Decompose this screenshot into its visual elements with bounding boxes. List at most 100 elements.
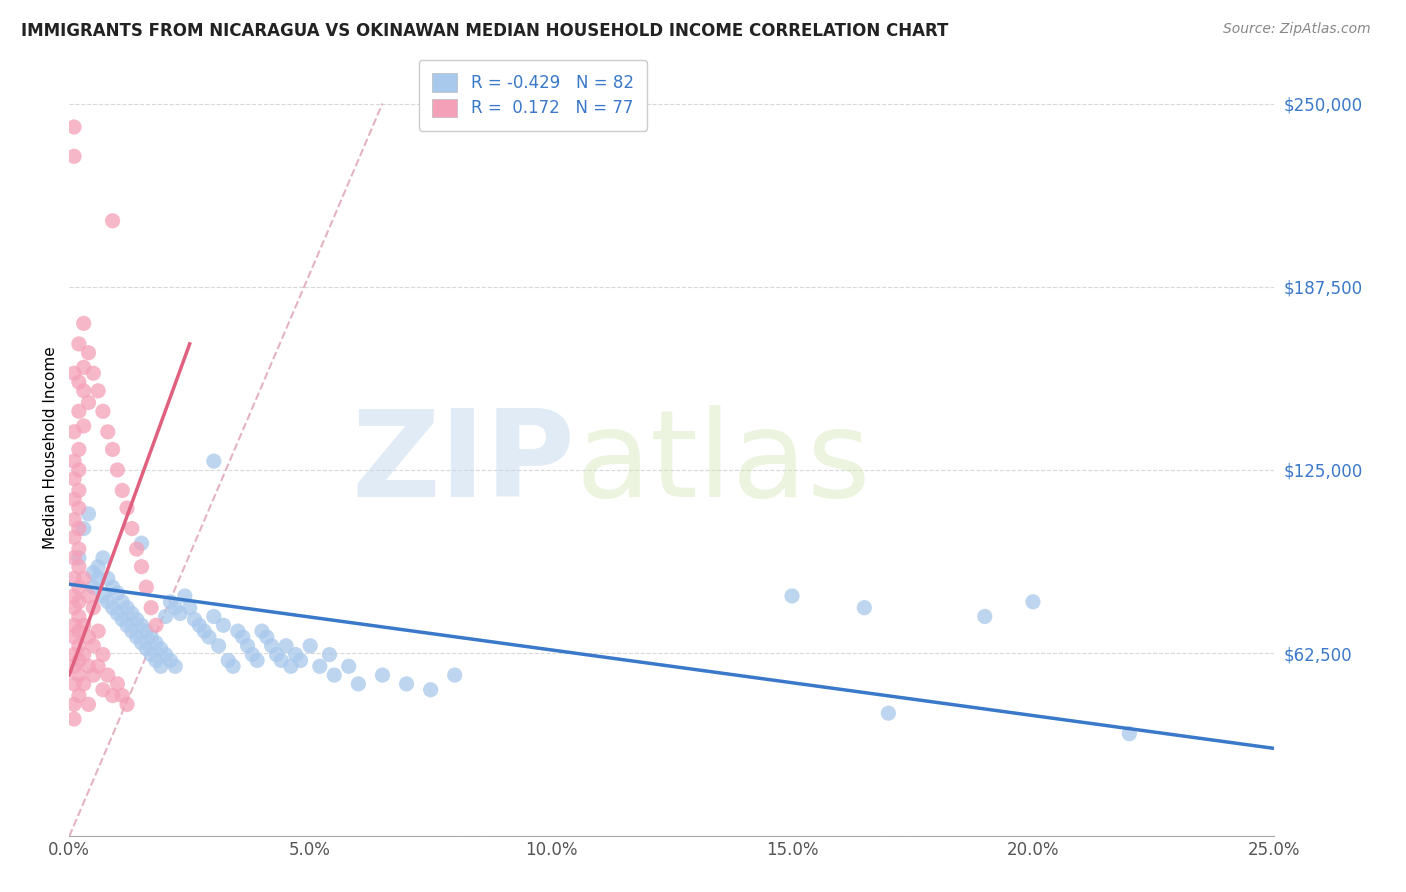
- Point: [131, 559, 153, 574]
- Point: [173, 589, 195, 603]
- Point: [270, 653, 292, 667]
- Point: [308, 659, 330, 673]
- Point: [63, 698, 86, 712]
- Point: [155, 648, 177, 662]
- Point: [63, 618, 86, 632]
- Point: [111, 612, 134, 626]
- Y-axis label: Median Household Income: Median Household Income: [44, 347, 58, 549]
- Point: [91, 589, 114, 603]
- Point: [169, 607, 191, 621]
- Point: [67, 550, 90, 565]
- Point: [97, 595, 120, 609]
- Point: [91, 550, 114, 565]
- Point: [280, 659, 302, 673]
- Point: [63, 120, 86, 134]
- Point: [63, 366, 86, 380]
- Point: [159, 595, 181, 609]
- Point: [63, 492, 86, 507]
- Point: [111, 595, 134, 609]
- Point: [77, 507, 100, 521]
- Point: [1022, 595, 1045, 609]
- Point: [290, 653, 312, 667]
- Point: [284, 648, 307, 662]
- Point: [135, 580, 157, 594]
- Point: [145, 653, 167, 667]
- Point: [73, 419, 96, 434]
- Point: [63, 712, 86, 726]
- Point: [131, 618, 153, 632]
- Point: [77, 589, 100, 603]
- Point: [67, 337, 90, 351]
- Point: [135, 641, 157, 656]
- Point: [141, 630, 163, 644]
- Legend: R = -0.429   N = 82, R =  0.172   N = 77: R = -0.429 N = 82, R = 0.172 N = 77: [419, 60, 647, 131]
- Point: [67, 559, 90, 574]
- Point: [67, 522, 90, 536]
- Point: [217, 653, 239, 667]
- Point: [419, 682, 441, 697]
- Point: [67, 668, 90, 682]
- Point: [91, 682, 114, 697]
- Point: [101, 442, 124, 457]
- Point: [67, 442, 90, 457]
- Point: [159, 653, 181, 667]
- Point: [125, 542, 148, 557]
- Point: [82, 639, 104, 653]
- Point: [63, 513, 86, 527]
- Point: [202, 609, 225, 624]
- Point: [111, 483, 134, 498]
- Point: [202, 454, 225, 468]
- Point: [145, 636, 167, 650]
- Point: [91, 404, 114, 418]
- Point: [121, 607, 143, 621]
- Point: [121, 624, 143, 639]
- Point: [125, 630, 148, 644]
- Text: IMMIGRANTS FROM NICARAGUA VS OKINAWAN MEDIAN HOUSEHOLD INCOME CORRELATION CHART: IMMIGRANTS FROM NICARAGUA VS OKINAWAN ME…: [21, 22, 949, 40]
- Point: [73, 677, 96, 691]
- Point: [149, 659, 172, 673]
- Point: [226, 624, 249, 639]
- Point: [82, 580, 104, 594]
- Point: [82, 566, 104, 580]
- Point: [91, 648, 114, 662]
- Point: [274, 639, 297, 653]
- Point: [780, 589, 803, 603]
- Point: [82, 668, 104, 682]
- Point: [266, 648, 288, 662]
- Point: [299, 639, 322, 653]
- Point: [97, 668, 120, 682]
- Point: [73, 648, 96, 662]
- Point: [63, 648, 86, 662]
- Point: [77, 630, 100, 644]
- Point: [256, 630, 278, 644]
- Point: [179, 600, 201, 615]
- Point: [149, 641, 172, 656]
- Point: [82, 600, 104, 615]
- Point: [77, 659, 100, 673]
- Point: [198, 630, 221, 644]
- Text: ZIP: ZIP: [352, 405, 575, 522]
- Point: [222, 659, 245, 673]
- Point: [193, 624, 215, 639]
- Point: [87, 559, 110, 574]
- Point: [73, 317, 96, 331]
- Point: [141, 600, 163, 615]
- Point: [973, 609, 995, 624]
- Point: [115, 600, 138, 615]
- Point: [246, 653, 269, 667]
- Point: [240, 648, 263, 662]
- Point: [67, 653, 90, 667]
- Point: [347, 677, 370, 691]
- Point: [97, 425, 120, 439]
- Point: [101, 600, 124, 615]
- Point: [212, 618, 235, 632]
- Point: [67, 609, 90, 624]
- Point: [135, 624, 157, 639]
- Point: [101, 214, 124, 228]
- Point: [87, 571, 110, 585]
- Point: [67, 639, 90, 653]
- Point: [125, 612, 148, 626]
- Point: [67, 624, 90, 639]
- Point: [67, 375, 90, 389]
- Point: [101, 580, 124, 594]
